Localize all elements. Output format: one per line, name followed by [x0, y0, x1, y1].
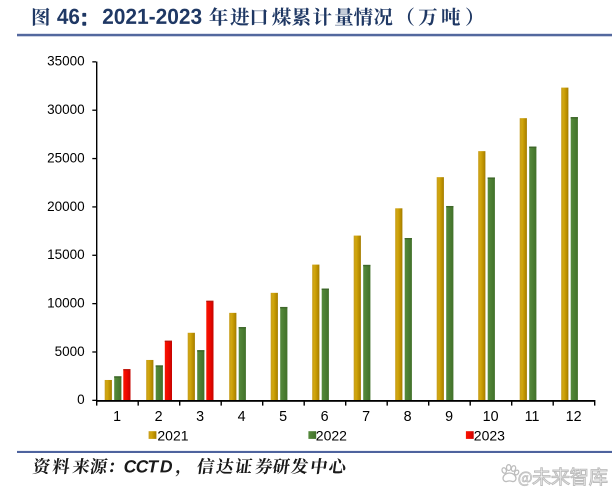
svg-text:0: 0 [77, 392, 85, 407]
svg-text:8: 8 [404, 409, 412, 425]
svg-text:2022: 2022 [316, 427, 347, 443]
svg-text:9: 9 [445, 409, 453, 425]
svg-text:4: 4 [238, 409, 246, 425]
svg-text:5000: 5000 [55, 344, 85, 359]
svg-text:30000: 30000 [47, 102, 85, 117]
svg-text:25000: 25000 [47, 150, 85, 165]
svg-text:5: 5 [279, 409, 287, 425]
svg-text:2: 2 [155, 409, 163, 425]
svg-text:12: 12 [566, 409, 582, 425]
svg-text:2023: 2023 [474, 427, 505, 443]
svg-text:6: 6 [321, 409, 329, 425]
svg-text:11: 11 [525, 409, 540, 425]
svg-text:35000: 35000 [47, 54, 85, 69]
svg-text:15000: 15000 [47, 247, 85, 262]
svg-text:3: 3 [196, 409, 204, 425]
svg-text:20000: 20000 [47, 199, 85, 214]
svg-text:1: 1 [113, 409, 121, 425]
svg-text:2021: 2021 [157, 427, 188, 443]
svg-text:10: 10 [483, 409, 499, 425]
svg-text:10000: 10000 [47, 295, 85, 310]
svg-text:7: 7 [362, 409, 370, 425]
